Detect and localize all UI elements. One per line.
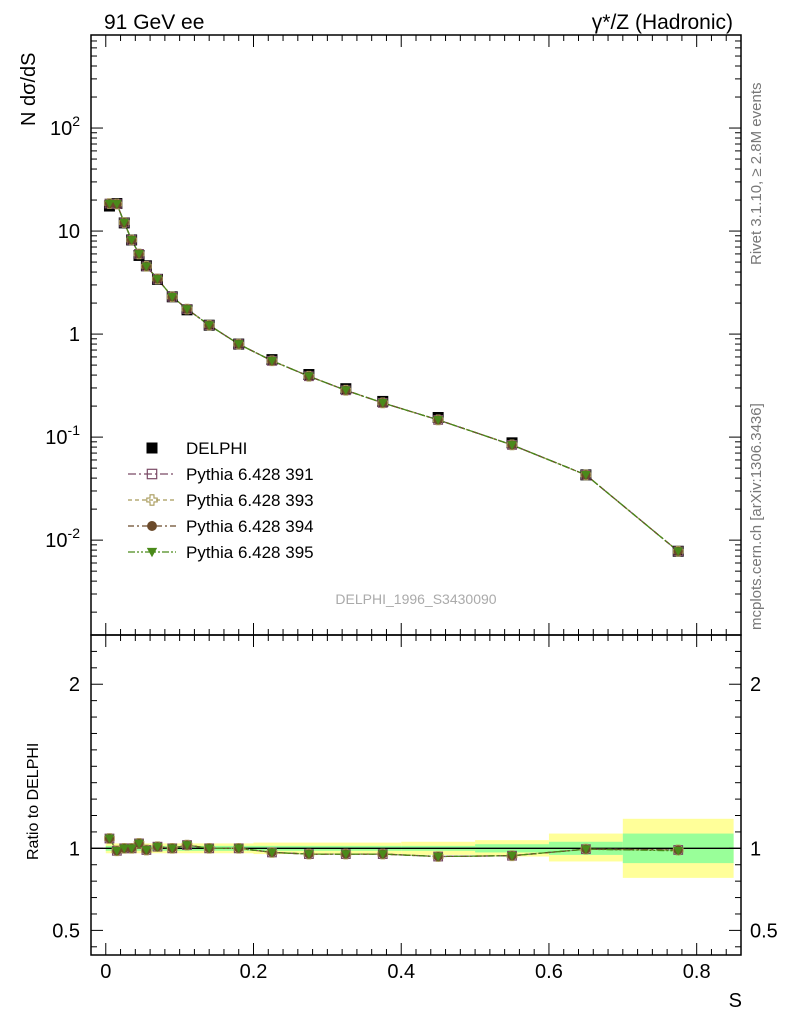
legend-marker	[147, 521, 157, 531]
mc-point	[141, 262, 152, 272]
analysis-watermark: DELPHI_1996_S3430090	[335, 591, 496, 607]
ratio-frame	[90, 634, 742, 956]
ratio-point	[182, 841, 192, 850]
ratio-point	[377, 850, 388, 859]
ratio-y-tick-label: 0.5	[52, 920, 80, 942]
ratio-y-tick-label: 1	[69, 838, 80, 860]
ratio-y-tick-label-right: 0.5	[750, 920, 778, 942]
x-tick-label: 0.4	[387, 961, 415, 983]
legend-marker	[146, 547, 158, 558]
ratio-point	[104, 834, 115, 844]
ratio-points	[104, 833, 684, 862]
ratio-y-tick-label-right: 1	[750, 838, 761, 860]
legend: DELPHI Pythia 6.428 391 Pythia 6.428 393 Py…	[128, 439, 314, 562]
legend-label: Pythia 6.428 395	[186, 543, 314, 562]
mc-point	[134, 250, 144, 259]
main-y-tick-label: 102	[50, 113, 80, 140]
ratio-point	[112, 846, 122, 856]
mc-point	[581, 471, 591, 480]
main-axes: 10-2 10-1 1 10 102	[45, 34, 742, 636]
ratio-point	[126, 844, 137, 854]
mc-point	[267, 356, 277, 366]
mc-point	[112, 200, 122, 209]
ratio-point	[673, 846, 684, 856]
ratio-point	[233, 844, 244, 854]
mc-point	[377, 399, 388, 408]
ratio-y-tick-label-right: 2	[750, 674, 761, 696]
ratio-point	[167, 844, 178, 854]
main-points	[103, 198, 684, 557]
ratio-y-tick-label: 2	[69, 674, 80, 696]
ratio-point	[134, 839, 144, 849]
ratio-point	[119, 844, 130, 854]
legend-marker	[146, 442, 158, 454]
x-tick-label: 0.6	[535, 961, 563, 983]
ratio-axes: 0.5 0.5 1 1 2 2 0 0.2 0.4 0.6 0.8	[52, 634, 778, 983]
ratio-point	[204, 844, 214, 854]
ratio-point	[581, 845, 591, 854]
mc-point	[341, 386, 351, 396]
legend-label: Pythia 6.428 391	[186, 465, 314, 484]
legend-marker	[146, 494, 158, 506]
mc-point	[167, 292, 178, 302]
main-y-tick-label: 10-2	[45, 525, 80, 552]
mc-point	[233, 340, 244, 349]
main-y-tick-label: 1	[69, 324, 80, 346]
rivet-side-label: Rivet 3.1.10, ≥ 2.8M events	[748, 83, 765, 266]
x-tick-label: 0.8	[683, 961, 711, 983]
main-y-tick-label: 10	[58, 221, 80, 243]
ratio-uncertainty-bands	[91, 818, 741, 878]
main-y-tick-label: 10-1	[45, 422, 80, 449]
ratio-point	[304, 850, 314, 859]
mc-point	[104, 199, 115, 209]
x-tick-label: 0	[100, 961, 111, 983]
legend-label: DELPHI	[186, 439, 247, 458]
ratio-point	[341, 850, 351, 859]
mc-point	[304, 372, 314, 382]
ratio-point	[507, 851, 517, 861]
mc-point	[204, 321, 214, 330]
mc-point	[152, 275, 163, 284]
ratio-point	[141, 846, 152, 855]
header-right-label: γ*/Z (Hadronic)	[592, 11, 733, 34]
mc-point	[673, 547, 684, 557]
header-left-label: 91 GeV ee	[104, 11, 204, 34]
mc-point	[433, 416, 443, 425]
ratio-point	[152, 842, 163, 852]
ratio-y-axis-label: Ratio to DELPHI	[25, 743, 42, 860]
mc-point	[182, 305, 192, 314]
mcplots-side-label: mcplots.cern.ch [arXiv:1306.3436]	[748, 403, 765, 630]
legend-label: Pythia 6.428 394	[186, 517, 314, 536]
ratio-point	[267, 848, 277, 858]
mc-point	[126, 236, 137, 245]
mc-point	[507, 441, 517, 450]
main-y-axis-label: N dσ/dS	[18, 53, 40, 127]
legend-marker	[146, 468, 158, 480]
ratio-point	[433, 852, 443, 862]
legend-label: Pythia 6.428 393	[186, 491, 314, 510]
mc-point	[119, 218, 130, 228]
x-axis-label: S	[729, 990, 742, 1012]
x-tick-label: 0.2	[240, 961, 268, 983]
